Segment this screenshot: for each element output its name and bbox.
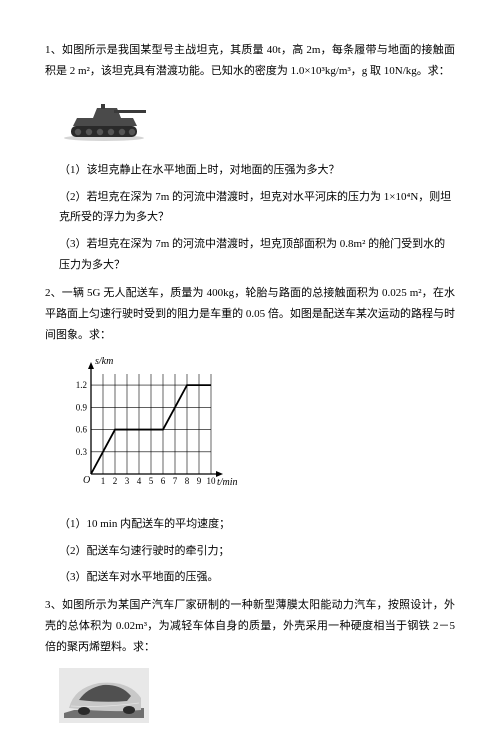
tank-image: [59, 92, 455, 150]
svg-text:2: 2: [113, 476, 118, 486]
q3-intro: 3、如图所示为某国产汽车厂家研制的一种新型薄膜太阳能动力汽车，按照设计，外壳的总…: [45, 595, 455, 658]
svg-text:8: 8: [185, 476, 190, 486]
q2-intro: 2、一辆 5G 无人配送车，质量为 400kg，轮胎与路面的总接触面积为 0.0…: [45, 283, 455, 346]
svg-text:t/min: t/min: [217, 477, 238, 488]
q1-sub3: （3）若坦克在深为 7m 的河流中潜渡时，坦克顶部面积为 0.8m² 的舱门受到…: [45, 234, 455, 276]
svg-text:s/km: s/km: [95, 356, 113, 367]
svg-text:10: 10: [207, 476, 217, 486]
q2-sub1: （1）10 min 内配送车的平均速度；: [45, 514, 455, 535]
svg-text:5: 5: [149, 476, 154, 486]
distance-time-chart: 123456789 10 0.3 0.6 0.9 1.2 Os/km t/min: [59, 356, 239, 496]
svg-text:0.6: 0.6: [76, 424, 88, 434]
svg-text:9: 9: [197, 476, 202, 486]
svg-text:4: 4: [137, 476, 142, 486]
q1-intro: 1、如图所示是我国某型号主战坦克，其质量 40t，高 2m，每条履带与地面的接触…: [45, 40, 455, 82]
svg-text:6: 6: [161, 476, 166, 486]
car-image: [59, 668, 455, 731]
svg-text:1.2: 1.2: [76, 380, 87, 390]
chart-image: 123456789 10 0.3 0.6 0.9 1.2 Os/km t/min: [59, 356, 455, 504]
car-icon: [59, 668, 149, 723]
q2-sub2: （2）配送车匀速行驶时的牵引力；: [45, 541, 455, 562]
q1-sub1: （1）该坦克静止在水平地面上时，对地面的压强为多大？: [45, 160, 455, 181]
svg-text:0.9: 0.9: [76, 402, 88, 412]
svg-text:O: O: [83, 475, 90, 486]
q2-sub3: （3）配送车对水平地面的压强。: [45, 567, 455, 588]
q1-sub2: （2）若坦克在深为 7m 的河流中潜渡时，坦克对水平河床的压力为 1×10⁴N，…: [45, 187, 455, 229]
svg-text:7: 7: [173, 476, 178, 486]
svg-text:0.3: 0.3: [76, 447, 88, 457]
svg-text:1: 1: [101, 476, 106, 486]
tank-icon: [59, 92, 149, 142]
svg-text:3: 3: [125, 476, 130, 486]
